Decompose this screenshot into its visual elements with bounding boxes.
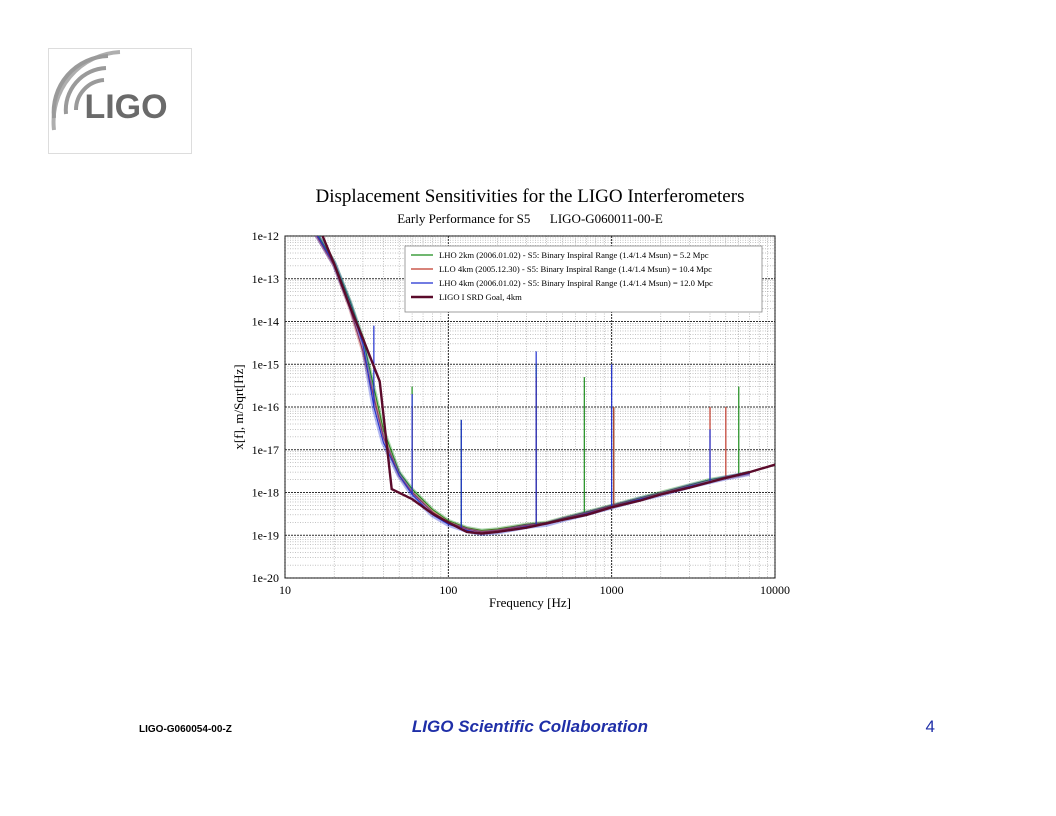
sensitivity-chart: 10 100 1000 10000 1e-12 1e-13 1e-14 1e-15 1e-16 1… (231, 229, 790, 610)
x-tick-label: 100 (439, 583, 457, 597)
x-tick-label: 10 (279, 583, 291, 597)
y-tick-label: 1e-17 (252, 443, 279, 457)
document-id: LIGO-G060054-00-Z (139, 724, 232, 735)
y-tick-label: 1e-13 (252, 272, 279, 286)
y-tick-label: 1e-18 (252, 486, 279, 500)
axis-ticks: 10 100 1000 10000 1e-12 1e-13 1e-14 1e-15 1e-16 1… (252, 229, 790, 597)
chart-title: Displacement Sensitivities for the LIGO … (315, 186, 745, 207)
plot-lines (314, 236, 775, 537)
y-tick-label: 1e-15 (252, 357, 279, 371)
y-tick-label: 1e-20 (252, 571, 279, 585)
ligo-logo: LIGO (48, 48, 192, 154)
series-line (321, 236, 775, 535)
y-tick-label: 1e-14 (252, 315, 279, 329)
chart-subtitle: Early Performance for S5 LIGO-G060011-00… (397, 211, 663, 226)
legend-box (404, 245, 763, 313)
legend-entry: LLO 4km (2005.12.30) - S5: Binary Inspir… (439, 264, 712, 274)
page-number: 4 (925, 717, 935, 736)
chart-legend: LHO 2km (2006.01.02) - S5: Binary Inspir… (404, 245, 763, 313)
legend-entry: LHO 4km (2006.01.02) - S5: Binary Inspir… (439, 278, 713, 288)
series-line (317, 236, 750, 531)
legend-entry: LHO 2km (2006.01.02) - S5: Binary Inspir… (439, 250, 709, 260)
x-tick-label: 10000 (760, 583, 790, 597)
x-tick-label: 1000 (600, 583, 624, 597)
y-tick-label: 1e-12 (252, 229, 279, 243)
y-tick-label: 1e-19 (252, 528, 279, 542)
ligo-wave-logo-icon (51, 50, 121, 131)
x-axis-label: Frequency [Hz] (489, 595, 571, 610)
legend-entry: LIGO I SRD Goal, 4km (439, 292, 522, 302)
logo-text: LIGO (84, 88, 167, 126)
y-axis-label: x[f], m/Sqrt[Hz] (231, 364, 246, 449)
y-tick-label: 1e-16 (252, 400, 279, 414)
collaboration-name: LIGO Scientific Collaboration (411, 717, 649, 736)
